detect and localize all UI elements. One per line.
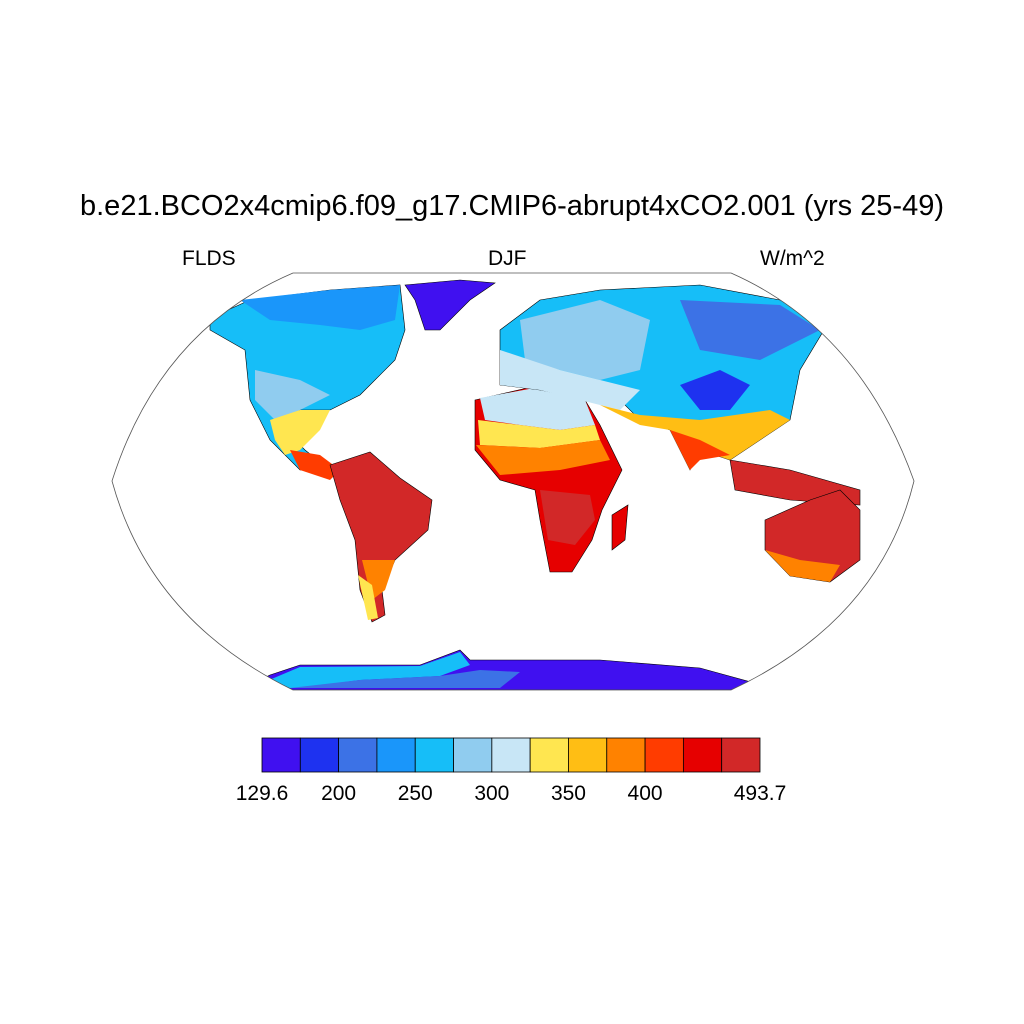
south-america [329, 451, 433, 623]
colorbar-tick-label: 493.7 [734, 782, 787, 805]
colorbar-tick-label: 250 [398, 782, 433, 805]
map-frame [111, 272, 915, 691]
variable-label: FLDS [182, 247, 236, 270]
colorbar-box [453, 737, 493, 773]
plot-title: b.e21.BCO2x4cmip6.f09_g17.CMIP6-abrupt4x… [80, 190, 944, 222]
maritime-continent [729, 459, 861, 506]
units-label: W/m^2 [760, 247, 825, 270]
colorbar-box [376, 737, 416, 773]
colorbar-box [414, 737, 454, 773]
land-field [209, 279, 891, 690]
colorbar-box [568, 737, 608, 773]
colorbar: 129.6 200 250 300 350 400 493.7 [236, 737, 787, 805]
colorbar-box [644, 737, 684, 773]
greenland [404, 279, 496, 331]
colorbar-box [491, 737, 531, 773]
colorbar-box [606, 737, 646, 773]
colorbar-tick-label: 350 [551, 782, 586, 805]
colorbar-box [529, 737, 569, 773]
colorbar-tick-label: 300 [474, 782, 509, 805]
colorbar-box [338, 737, 378, 773]
colorbar-box [261, 737, 301, 773]
colorbar-box [299, 737, 340, 773]
colorbar-box [682, 737, 723, 773]
colorbar-box [721, 737, 761, 773]
season-label: DJF [488, 247, 527, 270]
colorbar-tick-label: 129.6 [236, 782, 289, 805]
colorbar-tick-label: 400 [628, 782, 663, 805]
colorbar-tick-label: 200 [321, 782, 356, 805]
